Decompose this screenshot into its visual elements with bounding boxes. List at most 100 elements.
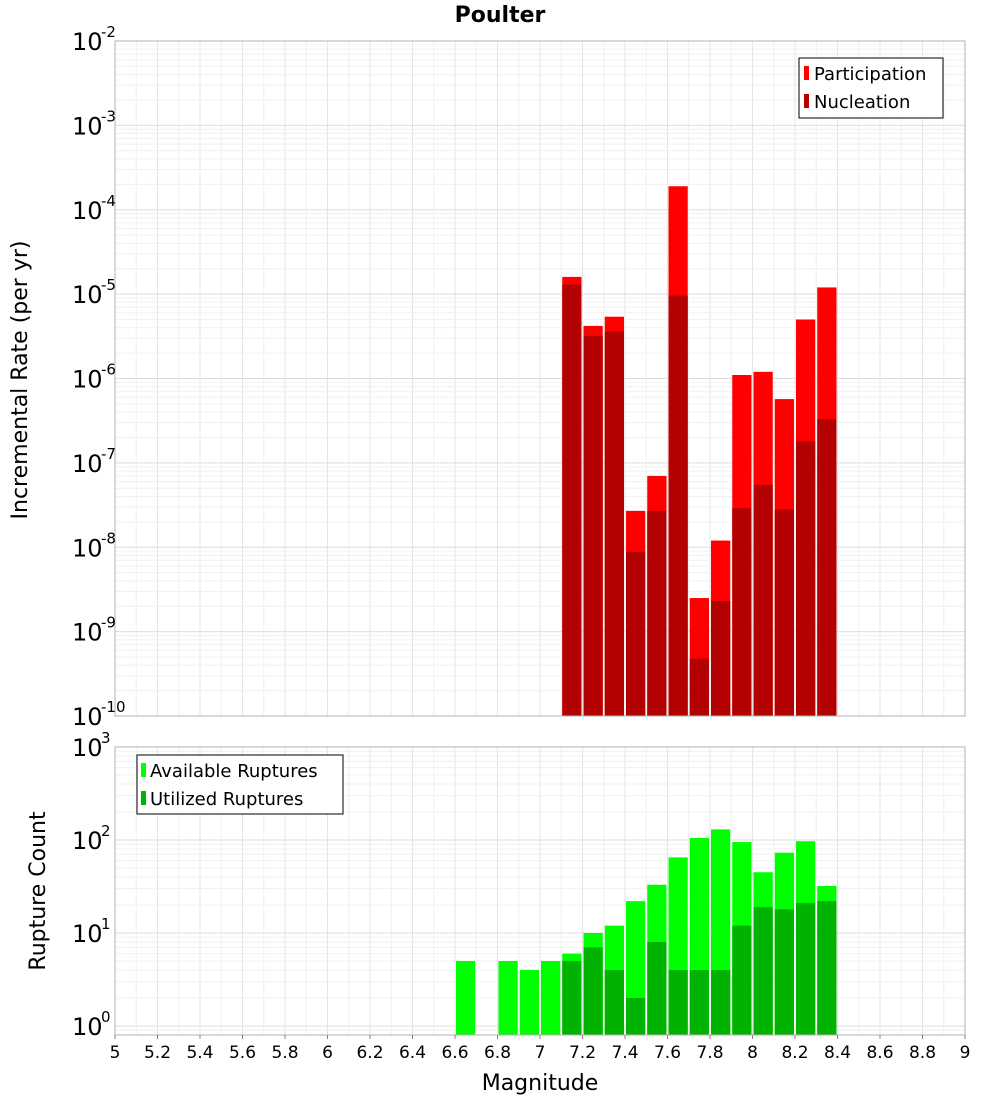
top-y-tick-base: 10 bbox=[72, 366, 103, 394]
count-bar-b bbox=[562, 960, 582, 1035]
top-legend-box bbox=[798, 57, 944, 119]
top-y-tick: 10-4 bbox=[72, 192, 116, 225]
top-y-tick-base: 10 bbox=[72, 281, 103, 309]
x-tick-label: 8.4 bbox=[824, 1043, 851, 1063]
x-tick-label: 9 bbox=[960, 1043, 971, 1063]
bottom-y-tick: 100 bbox=[72, 1008, 111, 1041]
legend-swatch-nucleation bbox=[804, 94, 809, 108]
x-tick-label: 6 bbox=[322, 1043, 333, 1063]
bottom-y-tick-base: 10 bbox=[72, 1013, 103, 1041]
top-y-tick: 10-8 bbox=[72, 529, 116, 562]
top-y-tick-base: 10 bbox=[72, 703, 103, 731]
x-tick-label: 7.8 bbox=[696, 1043, 723, 1063]
top-y-tick-exp: -9 bbox=[101, 614, 116, 632]
top-y-tick-exp: -6 bbox=[101, 361, 116, 379]
top-y-tick-exp: -4 bbox=[101, 192, 116, 210]
count-bar-b bbox=[711, 969, 731, 1035]
top-y-tick: 10-10 bbox=[72, 698, 126, 731]
top-y-tick-exp: -7 bbox=[101, 445, 116, 463]
rate-bar-b bbox=[711, 601, 731, 716]
count-bar-b bbox=[817, 901, 837, 1035]
top-y-tick-base: 10 bbox=[72, 197, 103, 225]
top-y-tick-exp: -8 bbox=[101, 529, 116, 547]
legend-label-available: Available Ruptures bbox=[150, 761, 318, 782]
top-y-axis-label: Incremental Rate (per yr) bbox=[8, 241, 33, 520]
count-bar-a bbox=[456, 960, 476, 1035]
count-bar-b bbox=[626, 997, 646, 1035]
top-y-tick-base: 10 bbox=[72, 619, 103, 647]
x-tick-label: 6.8 bbox=[484, 1043, 511, 1063]
x-tick-label: 7.4 bbox=[611, 1043, 638, 1063]
legend-label-utilized: Utilized Ruptures bbox=[150, 789, 303, 810]
rate-bar-b bbox=[604, 331, 624, 716]
x-tick-label: 8.6 bbox=[866, 1043, 893, 1063]
x-tick-label: 7.6 bbox=[654, 1043, 681, 1063]
rate-bar-b bbox=[583, 335, 603, 716]
top-y-tick: 10-2 bbox=[72, 23, 116, 56]
count-bar-a bbox=[498, 960, 518, 1035]
rate-bar-b bbox=[817, 419, 837, 716]
x-tick-label: 5.2 bbox=[144, 1043, 171, 1063]
count-bar-b bbox=[753, 907, 773, 1035]
x-tick-label: 5.6 bbox=[229, 1043, 256, 1063]
top-y-tick-base: 10 bbox=[72, 450, 103, 478]
top-plot-frame bbox=[114, 40, 966, 717]
top-y-tick-exp: -2 bbox=[101, 23, 116, 41]
count-bar-b bbox=[796, 903, 816, 1035]
rate-bar-b bbox=[647, 510, 667, 716]
top-y-tick: 10-7 bbox=[72, 445, 116, 478]
bottom-y-tick: 102 bbox=[72, 822, 111, 855]
count-bar-b bbox=[689, 969, 709, 1035]
count-bar-b bbox=[732, 925, 752, 1035]
rate-bar-b bbox=[732, 508, 752, 716]
bottom-y-axis-label: Rupture Count bbox=[26, 811, 51, 971]
bottom-y-tick-exp: 3 bbox=[101, 729, 111, 747]
x-tick-label: 5 bbox=[110, 1043, 121, 1063]
x-ticks: 5 5.2 5.4 5.6 5.8 6 6.2 6.4 6.6 6.8 7 7.2 7.4 7.6 7.8 8… bbox=[110, 1035, 971, 1063]
rate-bar-b bbox=[562, 284, 582, 716]
count-bar-b bbox=[774, 909, 794, 1035]
bottom-y-tick-base: 10 bbox=[72, 734, 103, 762]
x-tick-label: 6.2 bbox=[356, 1043, 383, 1063]
bottom-y-tick-exp: 0 bbox=[101, 1008, 111, 1026]
top-grid bbox=[114, 40, 966, 717]
top-y-tick: 10-9 bbox=[72, 614, 116, 647]
top-y-tick-base: 10 bbox=[72, 28, 103, 56]
top-y-tick: 10-6 bbox=[72, 361, 116, 394]
count-bar-b bbox=[647, 942, 667, 1035]
top-y-tick-exp: -10 bbox=[101, 698, 126, 716]
top-y-tick-exp: -5 bbox=[101, 276, 116, 294]
bottom-y-tick: 101 bbox=[72, 915, 111, 948]
bottom-y-tick-exp: 2 bbox=[101, 822, 111, 840]
bottom-legend-box bbox=[136, 754, 344, 815]
count-bar-b bbox=[604, 969, 624, 1035]
top-y-tick-exp: -3 bbox=[101, 107, 116, 125]
top-y-tick-base: 10 bbox=[72, 534, 103, 562]
rate-bar-b bbox=[774, 509, 794, 716]
legend-swatch-utilized bbox=[141, 791, 146, 805]
bottom-y-tick-base: 10 bbox=[72, 920, 103, 948]
rate-bar-b bbox=[689, 658, 709, 716]
count-bar-a bbox=[541, 960, 561, 1035]
legend-swatch-participation bbox=[804, 66, 809, 80]
count-bar-a bbox=[519, 969, 539, 1035]
x-tick-label: 6.4 bbox=[399, 1043, 426, 1063]
rate-bar-b bbox=[626, 551, 646, 716]
x-tick-label: 8.2 bbox=[781, 1043, 808, 1063]
bottom-y-tick-exp: 1 bbox=[101, 915, 111, 933]
legend-swatch-available bbox=[141, 763, 146, 777]
top-y-tick-base: 10 bbox=[72, 112, 103, 140]
bottom-legend: Available Ruptures Utilized Ruptures bbox=[136, 754, 344, 815]
bottom-y-tick: 103 bbox=[72, 729, 111, 762]
rate-bar-b bbox=[796, 441, 816, 716]
top-y-tick: 10-5 bbox=[72, 276, 116, 309]
top-bars bbox=[562, 186, 837, 716]
bottom-bars bbox=[456, 829, 837, 1035]
x-tick-label: 8 bbox=[747, 1043, 758, 1063]
bottom-y-tick-base: 10 bbox=[72, 827, 103, 855]
x-tick-label: 8.8 bbox=[909, 1043, 936, 1063]
